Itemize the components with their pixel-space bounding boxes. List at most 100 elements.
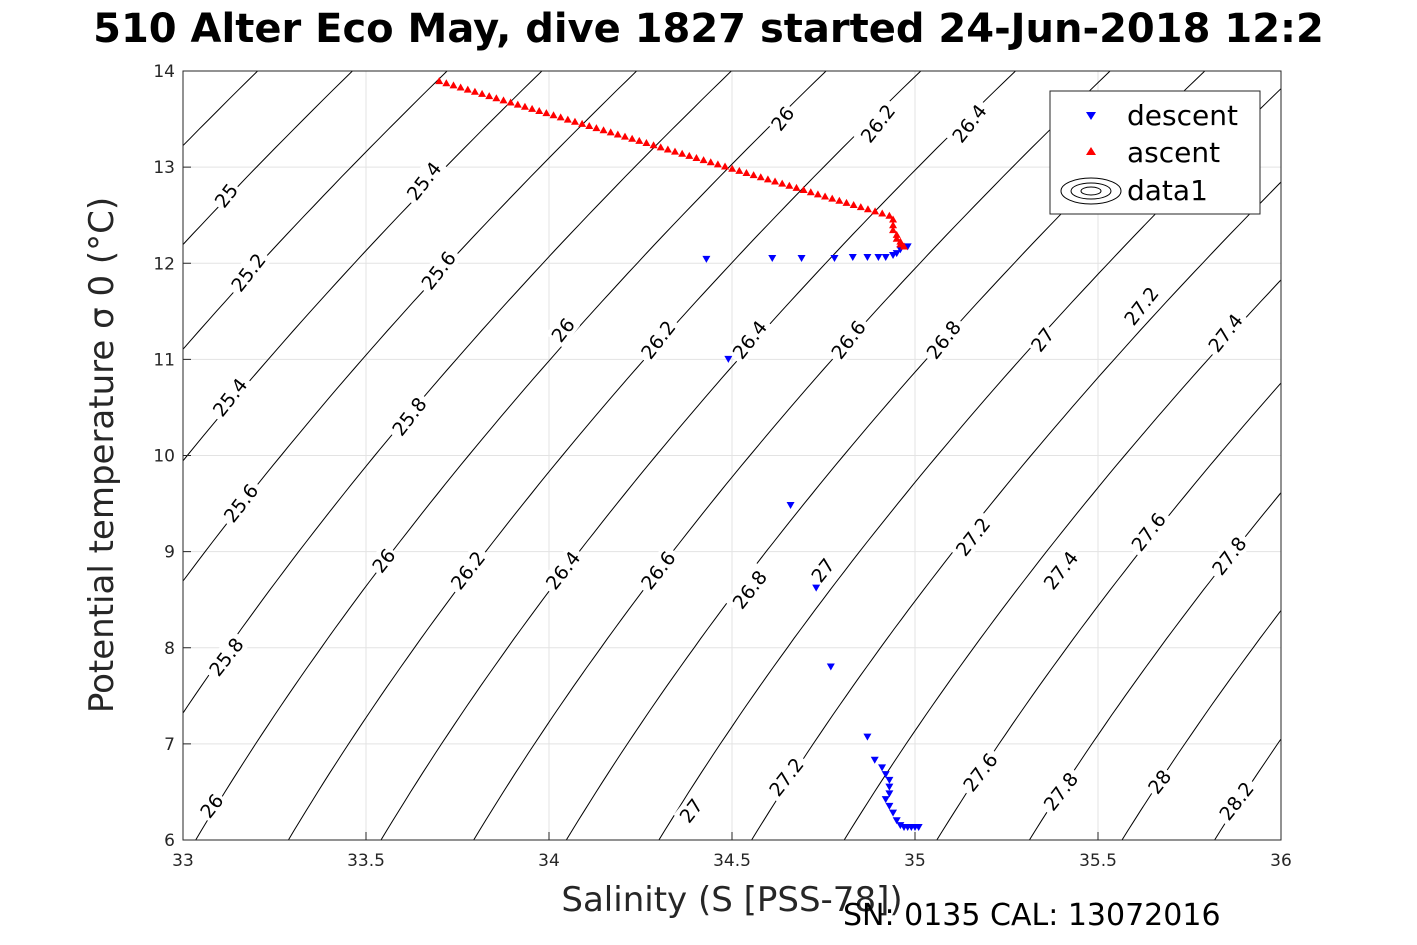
density-contour-line [751,181,1281,840]
ascent-point [613,130,622,138]
y-tick-label: 11 [153,350,175,370]
y-tick-label: 9 [164,543,175,563]
contour-label-backdrop [853,96,902,150]
x-tick-label: 34.5 [713,851,751,871]
density-contour-line [1028,491,1281,840]
ascent-point [849,201,858,209]
ascent-point [871,207,880,215]
contour-label-backdrop [205,370,254,424]
contour-label-backdrop [216,476,265,530]
descent-point [885,790,894,798]
density-contour-line [1388,600,1417,860]
ascent-point [699,156,708,164]
y-tick-label: 8 [164,639,175,659]
ascent-point [721,162,730,170]
density-contour-line [183,71,733,714]
ascent-point [628,134,637,142]
ascent-point [492,94,501,102]
ascent-point [563,115,572,123]
descent-point [812,584,821,592]
ascent-point [756,173,765,181]
descent-point [702,255,711,263]
ascent-point [799,186,808,194]
ascent-point [506,98,515,106]
x-tick-label: 35 [904,851,926,871]
ascent-point [889,215,898,223]
ascent-point [885,211,894,219]
descent-point [830,254,839,262]
contour-label-backdrop [945,96,994,150]
ascent-point [585,121,594,129]
descent-point [903,243,912,251]
ascent-point [599,126,608,134]
y-axis-label: Potential temperature σ 0 (°C) [82,196,122,714]
contour-label-backdrop [948,510,997,564]
descent-point [768,254,777,262]
x-tick-label: 33 [172,851,194,871]
descent-point [885,783,894,791]
ascent-point [728,164,737,172]
contour-label-backdrop [1204,529,1254,583]
y-tick-label: 7 [164,735,175,755]
legend-ascent-label: ascent [1127,136,1220,169]
descent-point [885,776,894,784]
descent-point [881,796,890,804]
ascent-point [792,183,801,191]
x-tick-label: 35.5 [1079,851,1117,871]
contour-label-backdrop [633,543,683,597]
density-contour-line [936,382,1281,840]
ascent-point [889,226,898,234]
ascent-point [606,128,615,136]
descent-point [870,756,879,764]
legend-box [1049,90,1261,215]
density-contour-line [183,71,448,350]
ascent-point [692,154,701,162]
ascent-point [470,87,479,95]
y-tick-label: 13 [153,158,175,178]
x-tick-label: 34 [538,851,560,871]
ascent-point [642,139,651,147]
descent-point [881,771,890,779]
descent-point [892,250,901,258]
contour-label-backdrop [545,312,581,348]
density-contour-line [287,71,922,840]
ascent-point [863,205,872,213]
ascent-point [900,242,909,250]
ascent-point [663,145,672,153]
contour-label-backdrop [443,543,492,597]
ascent-point [620,132,629,140]
descent-point [878,764,887,772]
ascent-point [685,151,694,159]
descent-series [702,243,923,832]
density-contour-line [380,71,1017,840]
ascent-point [635,136,644,144]
density-contour-line [195,71,827,840]
descent-point [826,663,835,671]
contour-label-backdrop [202,630,251,684]
ascent-point [821,192,830,200]
descent-point [724,355,733,363]
y-tick-label: 12 [153,254,175,274]
ascent-point [735,166,744,174]
ascent-point [549,111,558,119]
x-tick-label: 33.5 [347,851,385,871]
contour-label-backdrop [414,243,463,297]
ascent-point [649,141,658,149]
ascent-point [785,181,794,189]
descent-point [914,824,923,832]
y-tick-label: 6 [164,831,175,851]
contour-label-backdrop [1117,279,1166,333]
contour-label-backdrop [1036,543,1085,597]
legend-data1-contour-icon [1060,177,1122,205]
ascent-point [535,107,544,115]
contour-label-backdrop [956,745,1005,799]
ascent-point [542,109,551,117]
contour-label-backdrop [224,245,273,299]
chart-title: 510 Alter Eco May, dive 1827 started 24-… [93,6,1324,52]
y-tick-label: 10 [153,447,175,467]
descent-point [889,809,898,817]
contour-label-backdrop [1025,321,1060,358]
ascent-point [592,124,601,132]
